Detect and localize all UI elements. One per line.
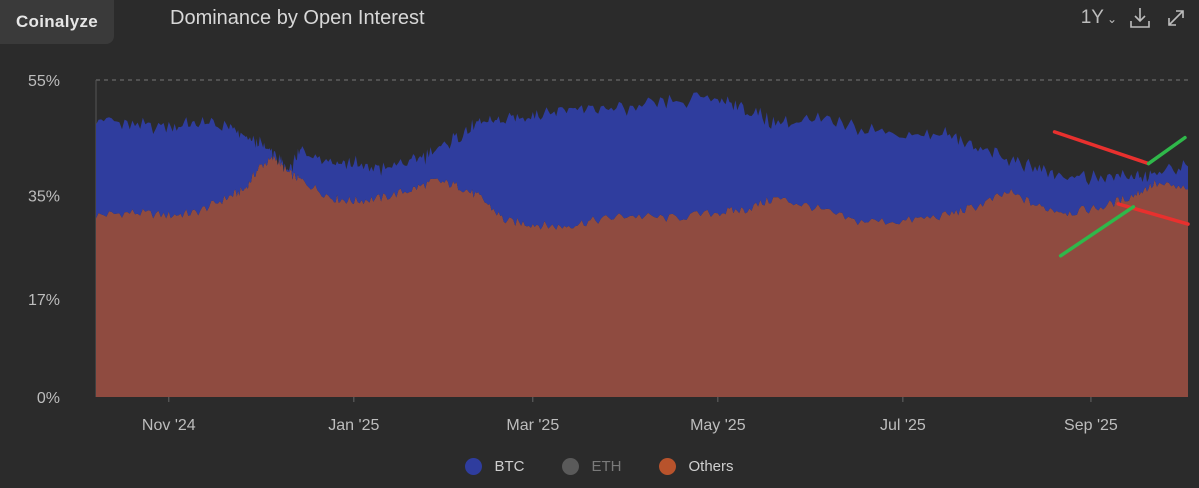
legend-dot-others (659, 458, 677, 475)
range-selector[interactable]: 1Y ⌄ (1081, 7, 1117, 29)
legend-dot-btc (465, 458, 483, 475)
range-selector-label: 1Y (1080, 7, 1104, 28)
download-icon[interactable] (1127, 5, 1153, 31)
chart-title: Dominance by Open Interest (170, 7, 425, 29)
y-tick-label: 0% (37, 390, 60, 407)
chart-toolbar: 1Y ⌄ (1081, 5, 1189, 31)
x-tick-label: Sep '25 (1064, 417, 1118, 434)
x-tick-label: Jan '25 (328, 417, 379, 434)
chart-legend: BTC ETH Others (0, 458, 1199, 475)
series-area-others (96, 155, 1188, 397)
y-tick-label: 35% (28, 188, 60, 205)
x-tick-label: Nov '24 (142, 417, 196, 434)
x-tick-label: Jul '25 (880, 417, 926, 434)
legend-dot-eth (562, 458, 580, 475)
legend-item-btc[interactable]: BTC (465, 458, 524, 475)
x-tick-label: Mar '25 (506, 417, 559, 434)
legend-label-eth: ETH (591, 458, 622, 475)
y-tick-label: 55% (28, 73, 60, 90)
annotation-line-red (1052, 130, 1151, 166)
legend-label-others: Others (688, 458, 734, 475)
annotation-line-green (1146, 135, 1187, 166)
expand-icon[interactable] (1163, 5, 1189, 31)
annotation-line-green (1058, 205, 1136, 258)
brand-logo[interactable]: Coinalyze (0, 0, 114, 44)
y-tick-label: 17% (28, 292, 60, 309)
legend-label-btc: BTC (494, 458, 525, 475)
x-tick-label: May '25 (690, 417, 746, 434)
legend-item-eth[interactable]: ETH (562, 458, 621, 475)
series-area-btc (96, 92, 1188, 230)
legend-item-others[interactable]: Others (659, 458, 734, 475)
chevron-down-icon: ⌄ (1106, 12, 1117, 26)
